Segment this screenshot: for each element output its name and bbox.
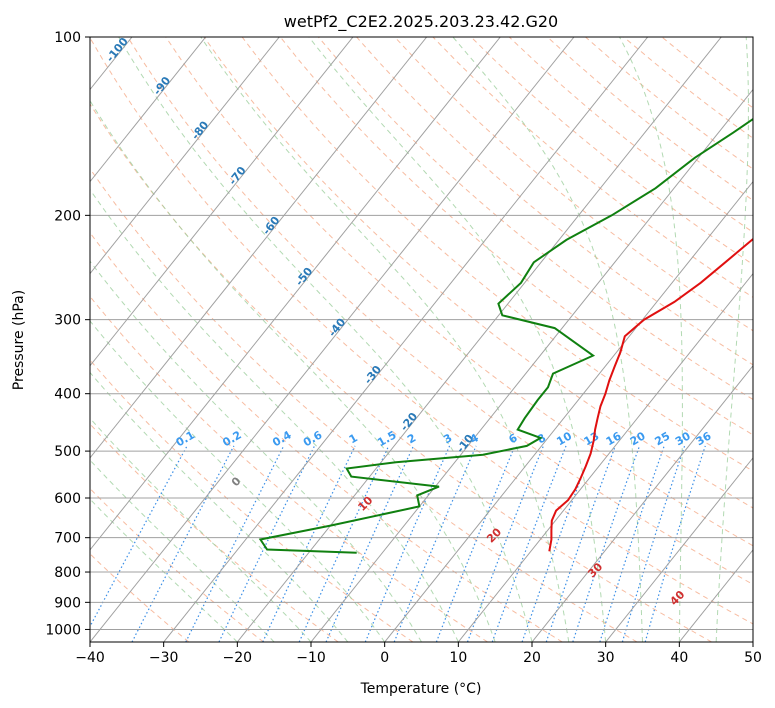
moist-adiabat xyxy=(118,37,533,642)
x-tick-label: 30 xyxy=(597,650,615,666)
dry-adiabat xyxy=(279,37,753,436)
grid-lines xyxy=(0,37,753,642)
isotherm-line xyxy=(90,37,575,642)
profiles xyxy=(258,117,753,554)
y-tick-label: 1000 xyxy=(45,622,81,638)
dewpoint-line xyxy=(258,117,753,554)
moist-adiabat xyxy=(619,37,683,642)
isotherm-line xyxy=(90,37,207,183)
y-tick-label: 700 xyxy=(54,531,81,547)
isotherm-line xyxy=(605,457,753,642)
y-tick-label: 200 xyxy=(54,208,81,224)
moist-adiabat xyxy=(90,188,459,642)
x-tick-label: −40 xyxy=(75,650,105,666)
isotherm-line xyxy=(0,37,58,642)
plot-frame xyxy=(89,36,754,643)
y-tick-label: 300 xyxy=(54,313,81,329)
dry-adiabat xyxy=(318,37,753,401)
dry-adiabat xyxy=(90,167,638,642)
mixing-ratio-line xyxy=(466,445,544,642)
mixing-ratio-line xyxy=(545,445,616,642)
isotherm-line xyxy=(90,37,280,275)
moist-adiabat xyxy=(90,99,496,642)
y-tick-label: 600 xyxy=(54,491,81,507)
moist-adiabat xyxy=(90,320,386,642)
x-tick-label: 50 xyxy=(744,650,762,666)
isotherm-line xyxy=(531,364,753,642)
y-axis: 1000 900 800 700 600 500 400 300 200 100 xyxy=(45,30,90,638)
dry-adiabat xyxy=(90,553,190,642)
dry-adiabat xyxy=(90,295,488,642)
isotherm-line xyxy=(90,37,428,459)
mixing-ratio-line xyxy=(521,445,594,642)
dry-adiabat xyxy=(90,231,563,642)
chart-title: wetPf2_C2E2.2025.203.23.42.G20 xyxy=(284,12,558,32)
dry-adiabat xyxy=(90,487,264,642)
moist-adiabat xyxy=(90,260,422,642)
y-tick-label: 400 xyxy=(54,387,81,403)
dry-adiabat xyxy=(127,37,753,586)
x-tick-label: 20 xyxy=(523,650,541,666)
mixing-ratio-line xyxy=(218,445,316,642)
x-tick-label: −10 xyxy=(296,650,326,666)
mixing-ratio-line xyxy=(621,445,686,642)
isotherm-line xyxy=(384,180,753,642)
background-lines xyxy=(90,37,753,642)
dry-adiabat xyxy=(203,37,753,509)
mixing-ratio-line xyxy=(185,445,285,642)
moist-adiabat xyxy=(90,371,349,642)
temperature-line xyxy=(548,237,753,552)
x-tick-label: −30 xyxy=(149,650,179,666)
plot-background xyxy=(90,37,753,642)
x-tick-label: −20 xyxy=(223,650,253,666)
moist-adiabat xyxy=(452,37,643,642)
isotherm-line xyxy=(752,641,753,642)
moist-adiabat xyxy=(715,37,749,642)
isotherm-line xyxy=(90,37,354,367)
x-tick-label: 0 xyxy=(380,650,389,666)
y-tick-label: 800 xyxy=(54,565,81,581)
y-tick-label: 100 xyxy=(54,30,81,46)
y-tick-label: 900 xyxy=(54,595,81,611)
dry-adiabat xyxy=(394,37,753,332)
mixing-ratio-line xyxy=(491,445,567,642)
isotherm-line xyxy=(310,88,753,642)
dry-adiabat xyxy=(90,103,712,642)
moist-adiabat xyxy=(308,37,607,642)
y-tick-label: 500 xyxy=(54,444,81,460)
x-axis: −40 −30 −20 −10 0 10 20 30 40 50 xyxy=(75,642,762,666)
isotherm-line xyxy=(163,37,649,642)
isotherm-line xyxy=(457,272,753,642)
isotherm-line xyxy=(90,37,501,551)
dry-adiabat xyxy=(90,37,753,625)
mixing-ratio-line xyxy=(644,445,706,642)
mixing-ratio-line xyxy=(599,445,665,642)
mixing-ratio-line xyxy=(325,445,414,642)
y-axis-label: Pressure (hPa) xyxy=(11,290,27,390)
isotherm-line xyxy=(236,37,722,642)
x-tick-label: 40 xyxy=(670,650,688,666)
x-tick-label: 10 xyxy=(449,650,467,666)
mixing-ratio-line xyxy=(572,445,641,642)
x-axis-label: Temperature (°C) xyxy=(360,681,482,697)
